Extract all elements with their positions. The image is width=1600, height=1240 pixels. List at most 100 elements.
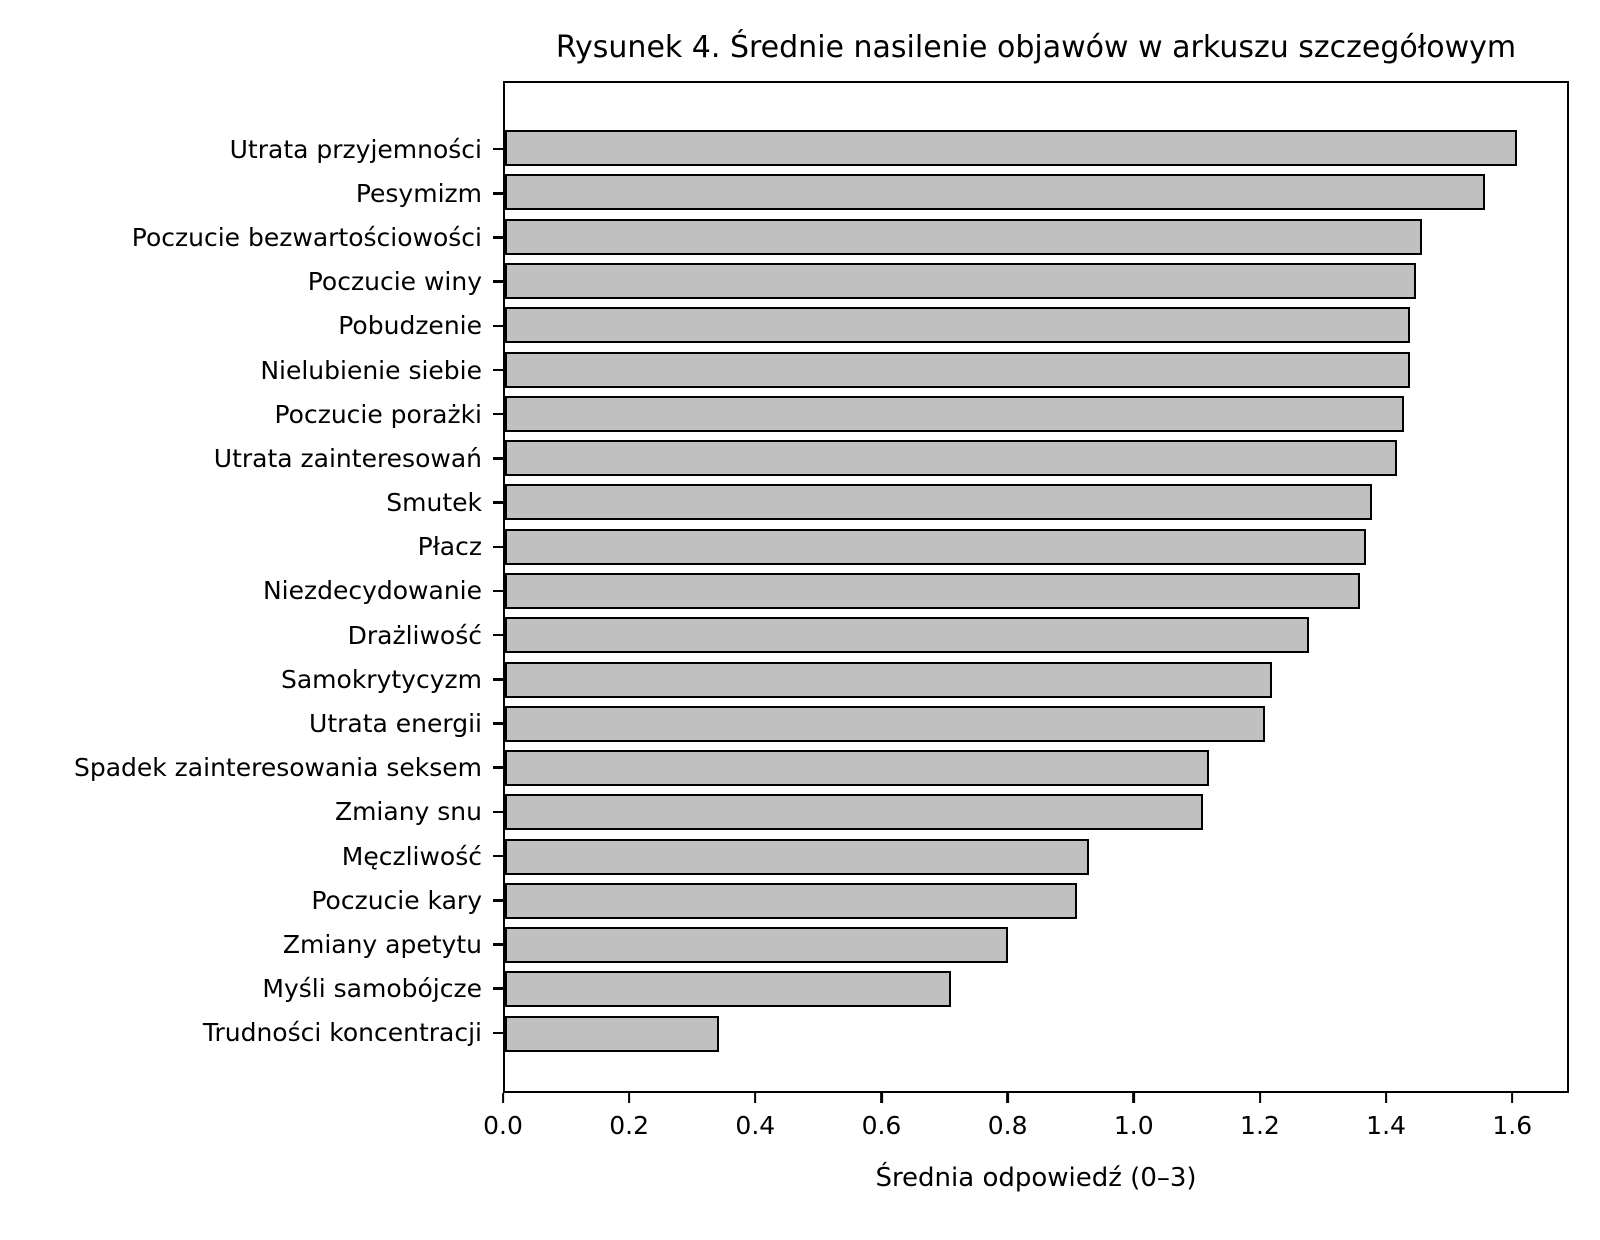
bar bbox=[505, 572, 1360, 609]
x-tick-label: 0.6 bbox=[861, 1111, 902, 1140]
x-tick-label: 1.6 bbox=[1492, 1111, 1533, 1140]
y-tick-label: Pobudzenie bbox=[338, 311, 482, 341]
y-tick-label: Poczucie porażki bbox=[274, 399, 482, 429]
bar-row bbox=[505, 569, 1567, 613]
x-tick: 0.0 bbox=[483, 1093, 523, 1140]
y-tick-label: Trudności koncentracji bbox=[202, 1018, 482, 1048]
x-axis-label: Średnia odpowiedź (0–3) bbox=[875, 1163, 1197, 1193]
y-tick-label: Zmiany apetytu bbox=[282, 929, 482, 959]
bars bbox=[505, 83, 1567, 1091]
bar-row bbox=[505, 436, 1567, 480]
y-tick-label: Męczliwość bbox=[341, 841, 482, 871]
y-tick-label: Nielubienie siebie bbox=[260, 355, 482, 385]
bar bbox=[505, 882, 1077, 919]
y-tick-mark bbox=[493, 899, 503, 902]
y-tick-label: Poczucie winy bbox=[307, 267, 482, 297]
x-tick-label: 1.2 bbox=[1240, 1111, 1280, 1140]
bar-row bbox=[505, 923, 1567, 967]
y-tick-mark bbox=[493, 722, 503, 725]
bar-row bbox=[505, 1012, 1567, 1056]
bar-row bbox=[505, 967, 1567, 1011]
bar bbox=[505, 440, 1398, 477]
x-tick-mark bbox=[501, 1093, 505, 1103]
bar-row bbox=[505, 746, 1567, 790]
bar bbox=[505, 971, 952, 1008]
x-tick-mark bbox=[1510, 1093, 1514, 1103]
bar-row bbox=[505, 480, 1567, 524]
bar bbox=[505, 395, 1404, 432]
x-tick-label: 1.0 bbox=[1113, 1111, 1154, 1140]
x-tick-label: 0.4 bbox=[735, 1111, 776, 1140]
y-tick-mark bbox=[493, 943, 503, 946]
y-tick-mark bbox=[493, 457, 503, 460]
x-tick: 0.6 bbox=[861, 1093, 902, 1140]
y-tick-mark bbox=[493, 501, 503, 504]
bar-row bbox=[505, 259, 1567, 303]
bar bbox=[505, 617, 1310, 654]
x-tick-label: 1.4 bbox=[1366, 1111, 1406, 1140]
y-tick-label: Utrata energii bbox=[309, 709, 482, 739]
y-tick-mark bbox=[493, 147, 503, 151]
y-tick-label: Niezdecydowanie bbox=[262, 576, 482, 606]
bar-row bbox=[505, 879, 1567, 923]
y-tick-label: Zmiany snu bbox=[334, 797, 482, 827]
x-tick: 0.4 bbox=[735, 1093, 775, 1140]
chart-title: Rysunek 4. Średnie nasilenie objawów w a… bbox=[555, 30, 1517, 65]
bar bbox=[505, 351, 1410, 388]
y-tick-label: Pesymizm bbox=[355, 178, 482, 208]
bar-row bbox=[505, 347, 1567, 391]
bar bbox=[505, 218, 1423, 255]
bar bbox=[505, 130, 1517, 167]
x-tick-mark bbox=[1258, 1093, 1262, 1103]
x-tick: 0.2 bbox=[609, 1093, 649, 1140]
y-tick-mark bbox=[493, 678, 503, 681]
y-axis-ticks bbox=[493, 81, 503, 1093]
y-tick-mark bbox=[493, 236, 503, 239]
y-tick-label: Płacz bbox=[417, 532, 482, 562]
y-axis-labels: Utrata przyjemności Pesymizm Poczucie bezw… bbox=[0, 81, 482, 1093]
x-tick-label: 0.2 bbox=[609, 1111, 650, 1140]
y-tick-mark bbox=[493, 368, 503, 372]
y-tick-mark bbox=[493, 412, 503, 416]
y-tick-label: Utrata przyjemności bbox=[229, 134, 482, 164]
plot-area bbox=[503, 81, 1569, 1093]
x-tick: 1.6 bbox=[1492, 1093, 1532, 1140]
y-tick-mark bbox=[493, 545, 503, 549]
bar-row bbox=[505, 835, 1567, 879]
bar-row bbox=[505, 126, 1567, 170]
bar bbox=[505, 794, 1203, 831]
bar-row bbox=[505, 657, 1567, 701]
bar-row bbox=[505, 613, 1567, 657]
y-tick-mark bbox=[493, 854, 503, 858]
x-tick: 1.0 bbox=[1114, 1093, 1154, 1140]
y-tick-mark bbox=[493, 280, 503, 283]
bar bbox=[505, 750, 1209, 787]
x-tick-mark bbox=[1132, 1093, 1136, 1103]
y-tick-label: Samokrytycyzm bbox=[280, 664, 482, 694]
y-tick-label: Spadek zainteresowania seksem bbox=[73, 753, 482, 783]
bar bbox=[505, 838, 1090, 875]
bar-row bbox=[505, 392, 1567, 436]
y-tick-label: Poczucie kary bbox=[311, 885, 482, 915]
y-tick-label: Myśli samobójcze bbox=[262, 974, 482, 1004]
bar bbox=[505, 528, 1366, 565]
bar bbox=[505, 705, 1266, 742]
y-tick-label: Drażliwość bbox=[347, 620, 482, 650]
bar bbox=[505, 307, 1410, 344]
bar bbox=[505, 174, 1486, 211]
x-tick-mark bbox=[627, 1093, 631, 1103]
y-tick-mark bbox=[493, 810, 503, 814]
bar-row bbox=[505, 303, 1567, 347]
x-tick-mark bbox=[1006, 1093, 1009, 1103]
y-tick-label: Poczucie bezwartościowości bbox=[131, 222, 482, 252]
y-tick-mark bbox=[493, 192, 503, 195]
y-tick-mark bbox=[493, 766, 503, 769]
y-tick-mark bbox=[493, 987, 503, 990]
bar-row bbox=[505, 702, 1567, 746]
x-tick: 1.4 bbox=[1366, 1093, 1406, 1140]
x-tick: 1.2 bbox=[1240, 1093, 1280, 1140]
bar bbox=[505, 484, 1373, 521]
y-tick-mark bbox=[493, 589, 503, 593]
bar bbox=[505, 661, 1272, 698]
